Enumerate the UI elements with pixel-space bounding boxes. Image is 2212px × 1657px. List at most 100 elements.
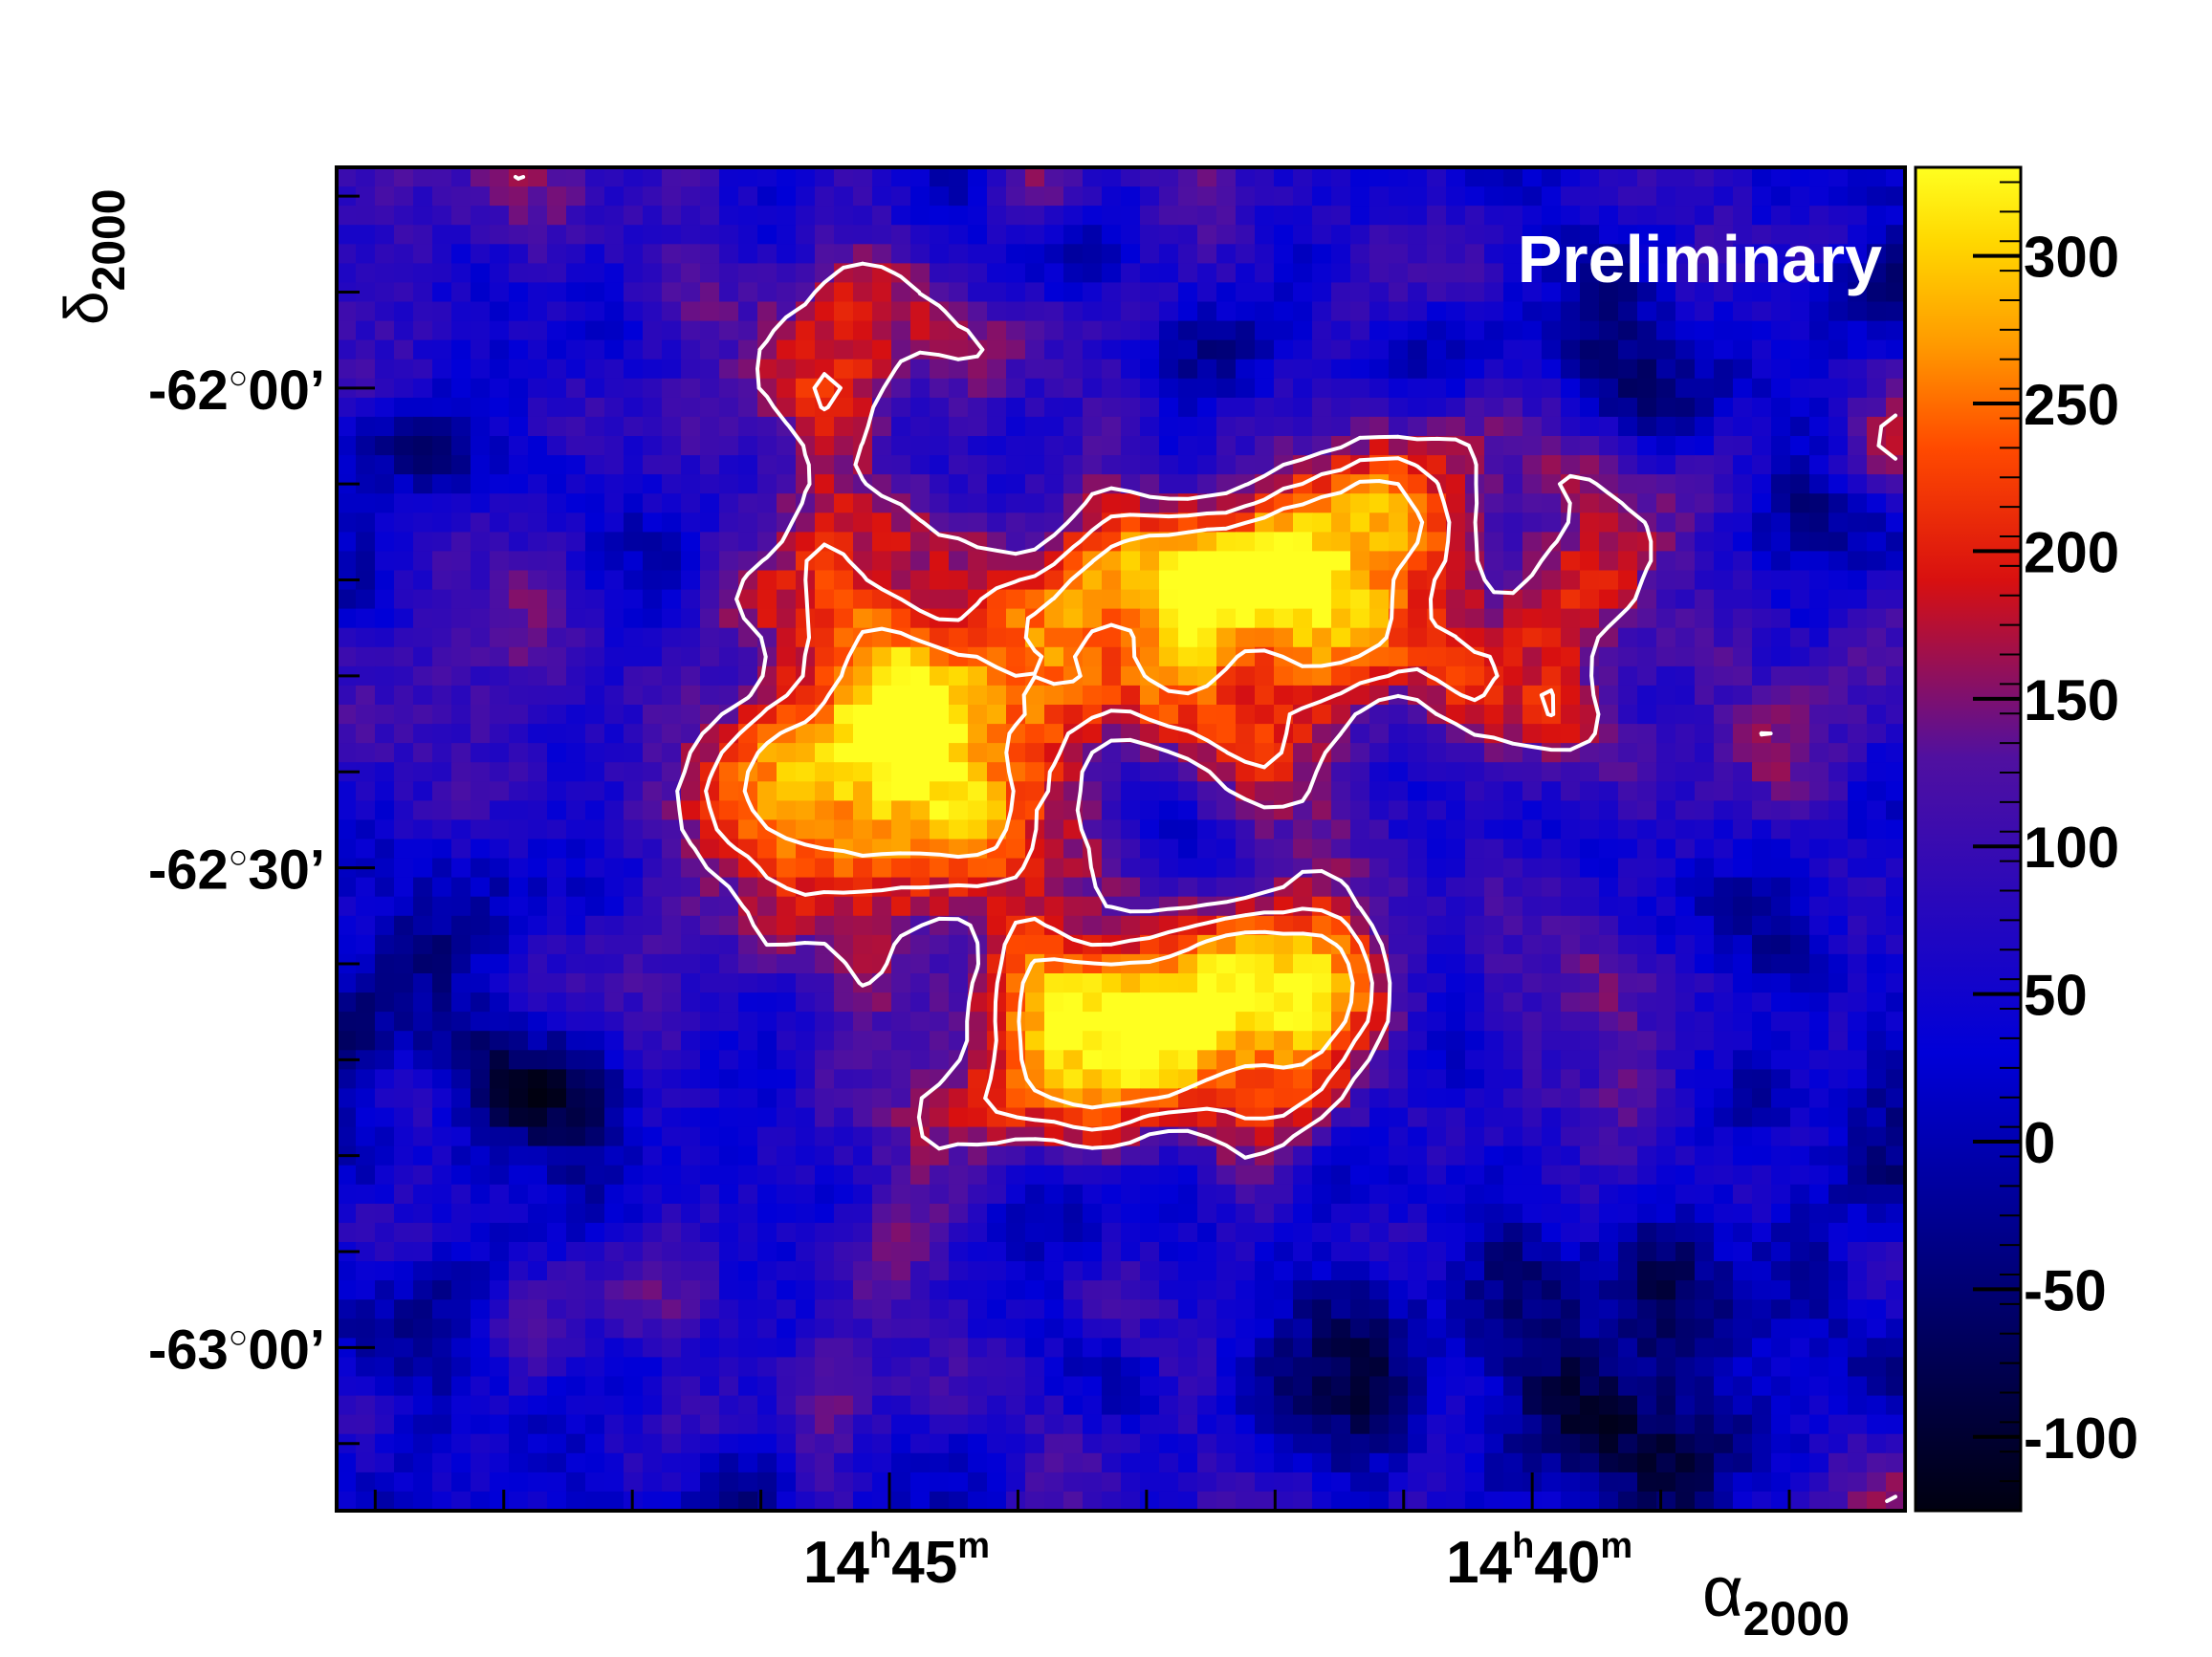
heatmap-cell (585, 1280, 605, 1300)
heatmap-cell (796, 1184, 816, 1205)
heatmap-cell (1848, 992, 1868, 1013)
heatmap-cell (394, 1031, 414, 1052)
heatmap-cell (1618, 359, 1638, 380)
heatmap-cell (1216, 705, 1237, 725)
heatmap-cell (643, 244, 663, 265)
heatmap-cell (834, 474, 854, 494)
heatmap-cell (547, 1165, 567, 1186)
heatmap-cell (1293, 608, 1313, 629)
heatmap-cell (1848, 1184, 1868, 1205)
heatmap-cell (1025, 1319, 1045, 1340)
heatmap-cell (394, 320, 414, 341)
heatmap-cell (1025, 493, 1045, 514)
heatmap-cell (394, 627, 414, 648)
heatmap-cell (1389, 1031, 1409, 1052)
heatmap-cell (413, 627, 433, 648)
heatmap-cell (1427, 320, 1447, 341)
heatmap-cell (451, 1107, 471, 1128)
heatmap-cell (1484, 1203, 1504, 1224)
heatmap-cell (1752, 973, 1772, 993)
heatmap-cell (1216, 877, 1237, 898)
heatmap-cell (1561, 532, 1581, 553)
heatmap-cell (662, 915, 682, 936)
heatmap-cell (1197, 608, 1217, 629)
heatmap-cell (681, 570, 701, 591)
heatmap-cell (1255, 1203, 1275, 1224)
heatmap-cell (1752, 819, 1772, 840)
heatmap-cell (987, 1203, 1007, 1224)
heatmap-cell (1369, 263, 1390, 284)
heatmap-cell (1599, 359, 1619, 380)
heatmap-cell (738, 301, 758, 322)
heatmap-cell (853, 359, 873, 380)
heatmap-cell (796, 1261, 816, 1281)
heatmap-cell (815, 896, 835, 917)
heatmap-cell (681, 301, 701, 322)
heatmap-cell (1465, 339, 1485, 360)
heatmap-cell (1848, 819, 1868, 840)
heatmap-cell (1809, 570, 1829, 591)
heatmap-cell (1637, 608, 1657, 629)
heatmap-cell (1236, 705, 1256, 725)
heatmap-cell (1006, 512, 1026, 534)
heatmap-cell (1542, 1145, 1562, 1166)
heatmap-cell (1216, 1203, 1237, 1224)
heatmap-cell (1656, 532, 1676, 553)
heatmap-cell (1503, 934, 1523, 955)
heatmap-cell (490, 1299, 510, 1320)
heatmap-cell (834, 1261, 854, 1281)
heatmap-cell (1886, 896, 1905, 917)
heatmap-cell (509, 1069, 529, 1090)
heatmap-cell (1503, 512, 1523, 534)
heatmap-cell (643, 416, 663, 437)
heatmap-cell (700, 953, 720, 974)
heatmap-cell (1848, 186, 1868, 207)
heatmap-cell (566, 186, 586, 207)
heatmap-cell (1522, 339, 1543, 360)
heatmap-cell (1178, 781, 1198, 802)
heatmap-cell (1274, 1145, 1294, 1166)
heatmap-cell (1178, 320, 1198, 341)
heatmap-cell (1561, 570, 1581, 591)
heatmap-cell (1350, 1299, 1370, 1320)
heatmap-cell (1695, 953, 1715, 974)
heatmap-cell (949, 589, 969, 610)
heatmap-cell (1618, 474, 1638, 494)
heatmap-cell (1255, 282, 1275, 303)
heatmap-cell (1522, 915, 1543, 936)
heatmap-cell (337, 1031, 357, 1052)
heatmap-cell (1427, 724, 1447, 744)
heatmap-cell (528, 627, 548, 648)
heatmap-cell (566, 167, 586, 187)
heatmap-cell (1752, 1261, 1772, 1281)
heatmap-cell (1006, 1088, 1026, 1109)
heatmap-cell (1427, 953, 1447, 974)
heatmap-cell (872, 800, 892, 821)
heatmap-cell (1484, 1280, 1504, 1300)
heatmap-cell (891, 244, 911, 265)
heatmap-cell (1790, 819, 1810, 840)
heatmap-cell (1197, 953, 1217, 974)
heatmap-cell (662, 474, 682, 494)
heatmap-cell (930, 992, 950, 1013)
heatmap-cell (1140, 724, 1160, 744)
heatmap-cell (1809, 186, 1829, 207)
heatmap-cell (1695, 263, 1715, 284)
heatmap-cell (1255, 378, 1275, 399)
heatmap-cell (1006, 839, 1026, 860)
heatmap-cell (1236, 1203, 1256, 1224)
heatmap-cell (604, 627, 624, 648)
heatmap-cell (872, 1261, 892, 1281)
heatmap-cell (1465, 934, 1485, 955)
heatmap-cell (451, 320, 471, 341)
heatmap-cell (1236, 877, 1256, 898)
heatmap-cell (1829, 934, 1849, 955)
heatmap-cell (891, 512, 911, 534)
heatmap-cell (509, 263, 529, 284)
heatmap-cell (1503, 416, 1523, 437)
heatmap-cell (375, 1050, 395, 1071)
heatmap-cell (1790, 646, 1810, 667)
heatmap-cell (987, 244, 1007, 265)
heatmap-cell (1197, 800, 1217, 821)
heatmap-cell (509, 436, 529, 456)
